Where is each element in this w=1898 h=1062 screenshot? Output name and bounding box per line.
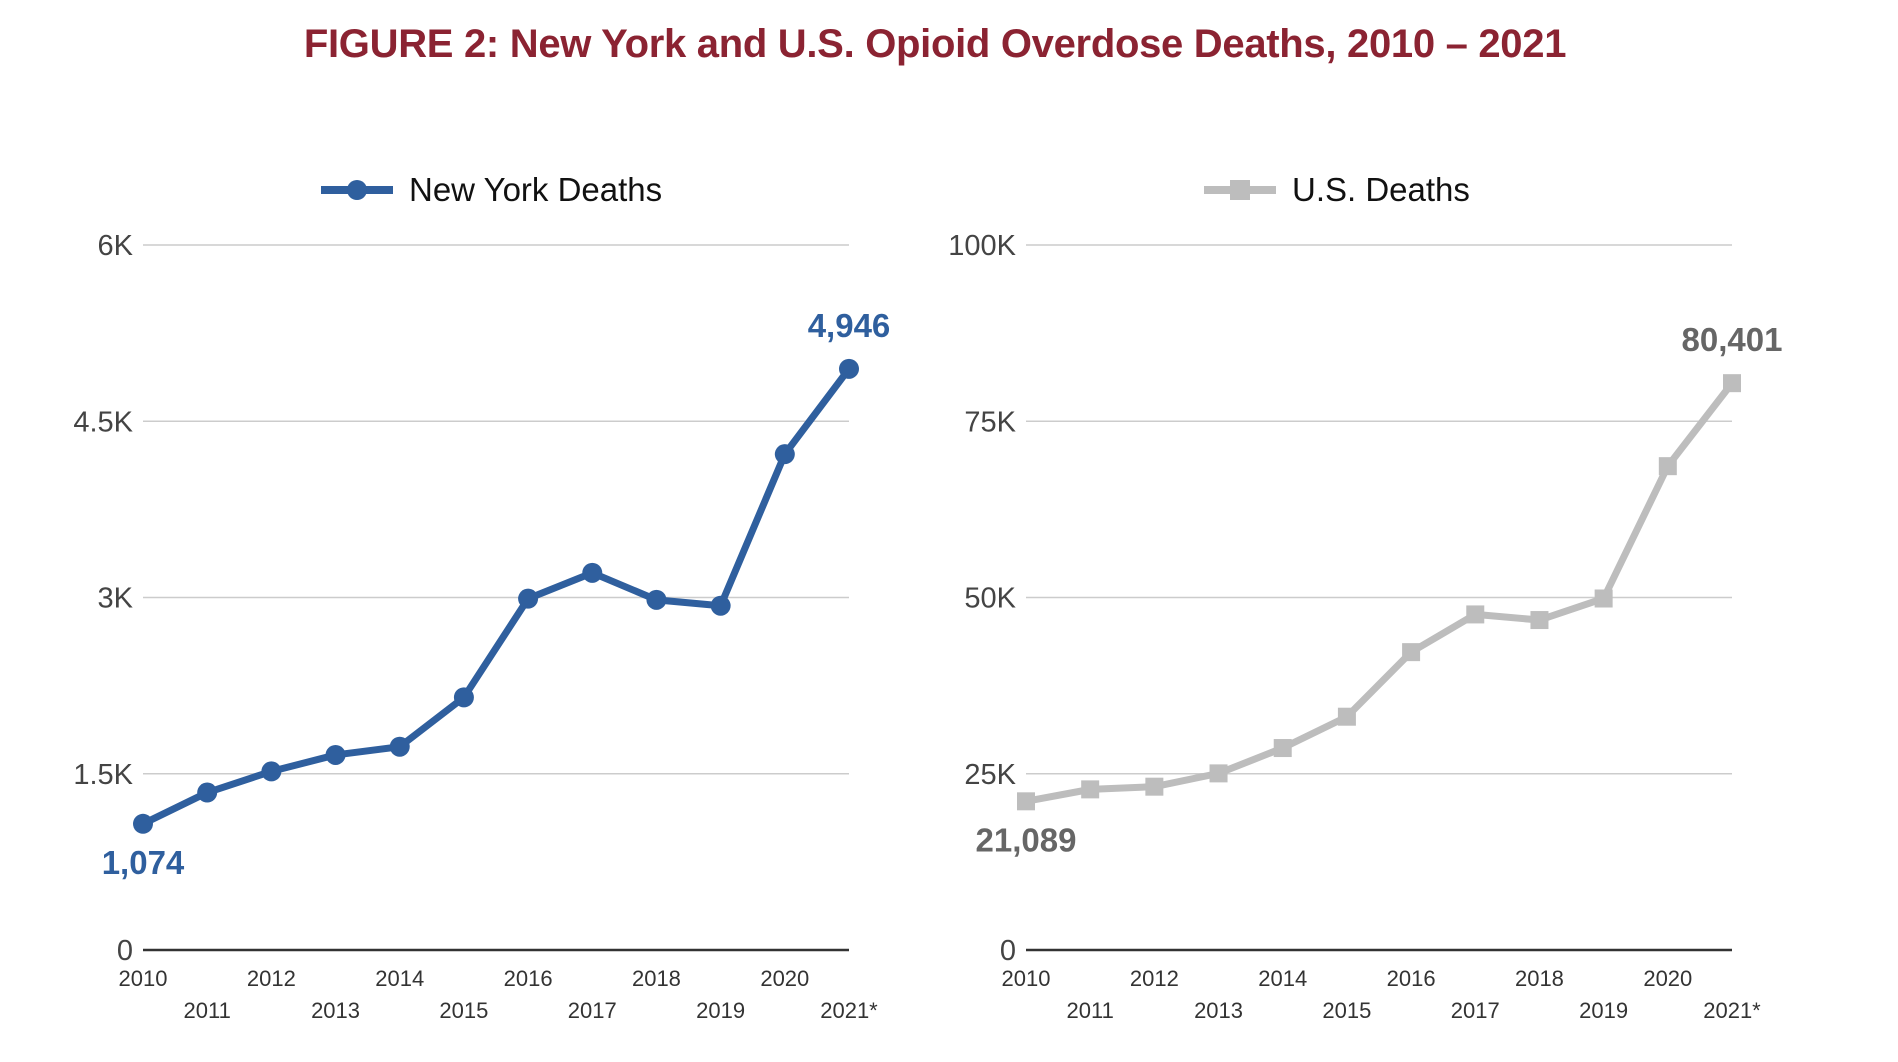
data-point bbox=[518, 588, 539, 609]
x-tick-label: 2017 bbox=[1451, 998, 1500, 1023]
data-point bbox=[1209, 764, 1228, 783]
x-tick-label: 2010 bbox=[119, 966, 168, 991]
legend-label: U.S. Deaths bbox=[1292, 171, 1470, 208]
x-tick-label: 2015 bbox=[1322, 998, 1371, 1023]
data-point bbox=[646, 589, 667, 610]
data-point bbox=[1723, 374, 1741, 393]
y-tick-label: 1.5K bbox=[73, 759, 133, 791]
data-point bbox=[325, 744, 346, 765]
legend-marker-icon bbox=[1230, 180, 1250, 200]
data-point bbox=[197, 782, 218, 803]
x-tick-label: 2018 bbox=[1515, 966, 1564, 991]
data-point bbox=[1530, 611, 1549, 630]
us-chart: 0 25K 50K 75K 100K 2010 2011 2012 2013 2014 2015 20… bbox=[948, 171, 1782, 1023]
data-point bbox=[1594, 589, 1613, 608]
y-tick-label: 0 bbox=[117, 935, 133, 967]
data-point bbox=[1466, 605, 1485, 624]
y-tick-label: 75K bbox=[964, 406, 1016, 438]
x-tick-label: 2021* bbox=[820, 998, 878, 1023]
data-point bbox=[389, 736, 410, 757]
y-tick-label: 3K bbox=[98, 583, 134, 615]
x-tick-label: 2020 bbox=[1643, 966, 1692, 991]
data-point bbox=[133, 813, 153, 834]
x-tick-label: 2011 bbox=[1067, 998, 1114, 1023]
x-tick-label: 2012 bbox=[247, 966, 296, 991]
series-line bbox=[1025, 381, 1735, 805]
x-tick-label: 2011 bbox=[184, 998, 231, 1023]
x-tick-label: 2014 bbox=[375, 966, 424, 991]
legend-marker-icon bbox=[347, 180, 367, 200]
data-point bbox=[1658, 457, 1677, 476]
data-point bbox=[1402, 643, 1421, 662]
y-tick-label: 25K bbox=[964, 759, 1016, 791]
y-tick-label: 4.5K bbox=[73, 406, 133, 438]
x-tick-label: 2020 bbox=[760, 966, 809, 991]
y-tick-label: 0 bbox=[1000, 935, 1016, 967]
data-point bbox=[1273, 739, 1292, 758]
figure-title: FIGURE 2: New York and U.S. Opioid Overd… bbox=[303, 22, 1567, 66]
x-tick-label: 2016 bbox=[1387, 966, 1436, 991]
legend: New York Deaths bbox=[321, 171, 662, 208]
x-tick-label: 2019 bbox=[1579, 998, 1628, 1023]
x-tick-label: 2018 bbox=[632, 966, 681, 991]
data-point bbox=[839, 358, 859, 379]
y-tick-label: 6K bbox=[98, 230, 134, 262]
data-point bbox=[710, 595, 731, 616]
x-tick-label: 2010 bbox=[1002, 966, 1051, 991]
data-point bbox=[1081, 780, 1100, 799]
new-york-chart: 0 1.5K 3K 4.5K 6K 2010 2011 2012 2013 2014 2015 201… bbox=[73, 171, 890, 1023]
data-label: 4,946 bbox=[808, 307, 891, 344]
data-point bbox=[582, 562, 603, 583]
x-tick-label: 2012 bbox=[1130, 966, 1179, 991]
data-label: 1,074 bbox=[102, 844, 185, 881]
data-point bbox=[1017, 792, 1035, 811]
data-point bbox=[1145, 777, 1164, 796]
x-tick-label: 2013 bbox=[1194, 998, 1243, 1023]
x-tick-label: 2014 bbox=[1258, 966, 1307, 991]
data-point bbox=[453, 687, 474, 708]
x-tick-label: 2015 bbox=[439, 998, 488, 1023]
data-point bbox=[1337, 707, 1356, 726]
legend: U.S. Deaths bbox=[1204, 171, 1470, 208]
data-point bbox=[774, 444, 795, 465]
x-tick-label: 2017 bbox=[568, 998, 617, 1023]
y-tick-label: 50K bbox=[964, 583, 1016, 615]
x-tick-label: 2019 bbox=[696, 998, 745, 1023]
legend-label: New York Deaths bbox=[409, 171, 662, 208]
series-line bbox=[141, 366, 852, 827]
data-label: 80,401 bbox=[1682, 321, 1783, 358]
x-tick-label: 2021* bbox=[1703, 998, 1761, 1023]
data-point bbox=[261, 761, 282, 782]
y-tick-label: 100K bbox=[948, 230, 1016, 262]
x-tick-label: 2016 bbox=[504, 966, 553, 991]
x-tick-label: 2013 bbox=[311, 998, 360, 1023]
data-label: 21,089 bbox=[976, 821, 1077, 858]
